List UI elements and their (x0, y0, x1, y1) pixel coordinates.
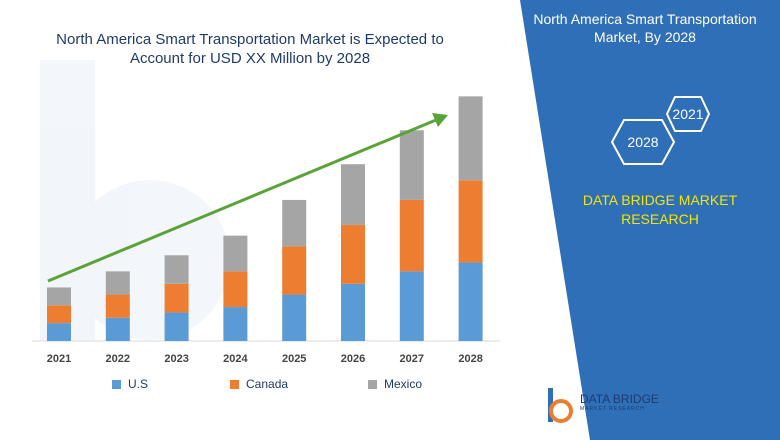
bar-u-s-2026 (341, 283, 365, 341)
x-tick-label-2025: 2025 (282, 353, 306, 365)
bar-canada-2024 (223, 271, 248, 308)
bar-u-s-2028 (458, 262, 483, 341)
bar-mexico-2024 (223, 235, 248, 272)
bar-canada-2025 (282, 246, 307, 295)
bar-canada-2027 (399, 199, 424, 272)
hex-label-2021: 2021 (672, 106, 704, 122)
x-tick-labels: 2021 2022 2023 2024 2025 2026 2027 2028 (47, 353, 483, 365)
bar-mexico-2025 (282, 199, 307, 247)
trend-arrow (47, 113, 448, 283)
legend-item-us: U.S (112, 377, 148, 391)
bar-mexico-2021 (47, 287, 71, 306)
chart: 2021 2022 2023 2024 2025 2026 2027 2028 (32, 96, 500, 365)
bar-canada-2021 (47, 305, 71, 324)
bar-u-s-2023 (164, 312, 189, 341)
panel-title: North America Smart Transportation Marke… (533, 11, 757, 45)
x-tick-label-2021: 2021 (47, 353, 71, 365)
bar-u-s-2021 (47, 323, 71, 341)
legend-label-us: U.S (128, 377, 149, 391)
bar-mexico-2023 (164, 255, 189, 284)
bar-canada-2026 (341, 224, 365, 284)
brand-name: DATA BRIDGE MARKET RESEARCH (582, 192, 738, 227)
x-tick-label-2028: 2028 (458, 353, 482, 365)
blue-panel (520, 0, 780, 440)
bar-u-s-2025 (282, 294, 307, 341)
bar-mexico-2028 (458, 96, 483, 181)
bar-mexico-2026 (341, 164, 365, 225)
bars (47, 96, 483, 341)
bar-canada-2023 (164, 283, 189, 313)
logo-name: DATA BRIDGE (580, 392, 659, 406)
legend-label-mexico: Mexico (384, 377, 423, 391)
bar-u-s-2024 (223, 307, 248, 341)
x-tick-label-2023: 2023 (164, 353, 188, 365)
chart-title: North America Smart Transportation Marke… (56, 31, 444, 67)
logo-tagline: MARKET RESEARCH (580, 406, 645, 412)
bar-canada-2022 (105, 294, 130, 318)
bar-canada-2028 (458, 180, 483, 263)
x-tick-label-2024: 2024 (223, 353, 248, 365)
hexagon-2028 (610, 119, 676, 165)
logo-mark (548, 388, 573, 423)
x-tick-label-2027: 2027 (400, 353, 424, 365)
legend-swatch-canada (230, 379, 239, 389)
bar-u-s-2022 (105, 317, 130, 341)
bar-mexico-2022 (105, 271, 130, 295)
legend-item-canada: Canada (230, 377, 288, 391)
x-tick-label-2026: 2026 (341, 353, 365, 365)
legend-swatch-us (112, 379, 121, 389)
hexagon-2021 (665, 96, 711, 132)
hex-label-2028: 2028 (627, 134, 659, 150)
bar-mexico-2027 (399, 130, 424, 200)
legend-swatch-mexico (368, 379, 377, 389)
legend-label-canada: Canada (246, 377, 289, 391)
legend-item-mexico: Mexico (368, 377, 422, 391)
bar-u-s-2027 (399, 271, 424, 341)
x-tick-label-2022: 2022 (106, 353, 130, 365)
